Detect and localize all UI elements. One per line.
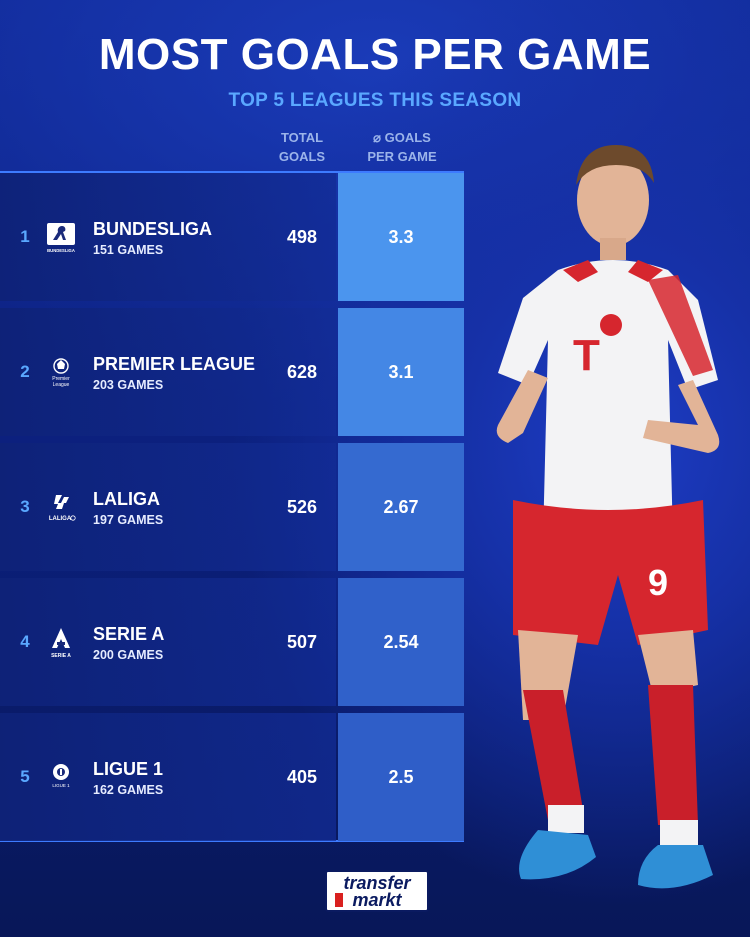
serie-a-logo-icon: SERIE A <box>51 628 71 659</box>
league-games: 200 GAMES <box>93 648 164 662</box>
table-bottom-divider <box>0 840 464 842</box>
table-row: 2 Premier League PREMIER LEAGUE 203 GAME… <box>0 308 464 436</box>
goals-per-game-cell: 2.54 <box>338 578 464 706</box>
league-name: LIGUE 1 <box>93 759 164 779</box>
brand-mark-icon <box>335 893 343 907</box>
page-title: MOST GOALS PER GAME <box>98 30 652 79</box>
goals-per-game-value: 3.3 <box>388 227 414 247</box>
goals-per-game-value: 2.54 <box>383 632 419 652</box>
league-name: LALIGA <box>93 489 160 509</box>
total-goals-value: 507 <box>286 632 318 652</box>
svg-text:9: 9 <box>648 562 668 603</box>
row-rank: 3 <box>20 497 30 516</box>
laliga-logo-icon: LALIGA <box>49 495 76 522</box>
row-rank: 4 <box>20 632 30 651</box>
transfermarkt-logo: transfer markt <box>325 870 429 912</box>
column-header-total-goals-line2: GOALS <box>278 149 326 164</box>
column-header-total-goals-line1: TOTAL <box>280 130 324 145</box>
brand-line1: transfer <box>343 873 411 893</box>
column-header-goals-per-game: ⌀ GOALS PER GAME <box>340 128 464 166</box>
goals-per-game-cell: 2.5 <box>338 713 464 841</box>
table-row: 5 LIGUE 1 LIGUE 1 162 GAMES 405 2.5 <box>0 713 464 841</box>
premier-league-logo-icon: Premier League <box>52 358 70 388</box>
svg-text:BUNDESLIGA: BUNDESLIGA <box>47 248 75 253</box>
league-games: 151 GAMES <box>93 243 164 257</box>
svg-text:T: T <box>573 331 600 380</box>
player-image: T 9 <box>496 145 720 889</box>
svg-text:LALIGA: LALIGA <box>49 516 72 522</box>
table-top-divider <box>0 171 464 173</box>
brand-line2: markt <box>352 890 402 910</box>
goals-per-game-cell: 3.1 <box>338 308 464 436</box>
column-header-avg-line1: ⌀ GOALS <box>373 130 431 145</box>
row-rank: 5 <box>20 767 30 786</box>
goals-per-game-value: 2.67 <box>383 497 419 517</box>
league-games: 197 GAMES <box>93 513 164 527</box>
table-row: 1 BUNDESLIGA BUNDESLIGA 151 GAMES 498 3.… <box>0 173 464 301</box>
total-goals-value: 405 <box>286 767 318 787</box>
goals-per-game-cell: 3.3 <box>338 173 464 301</box>
league-games: 162 GAMES <box>93 783 164 797</box>
total-goals-value: 526 <box>286 497 318 517</box>
svg-text:SERIE A: SERIE A <box>51 653 71 659</box>
table-row: 4 SERIE A SERIE A 200 GAMES 507 2.54 <box>0 578 464 706</box>
column-header-avg-line2: PER GAME <box>367 149 437 164</box>
column-header-total-goals: TOTAL GOALS <box>266 128 338 166</box>
total-goals-value: 628 <box>286 362 318 382</box>
table-row: 3 LALIGA LALIGA 197 GAMES 526 2.67 <box>0 443 464 571</box>
row-background <box>0 443 336 571</box>
goals-per-game-value: 3.1 <box>388 362 414 382</box>
league-name: BUNDESLIGA <box>93 219 213 239</box>
svg-text:Premier: Premier <box>52 376 70 382</box>
bundesliga-logo-icon: BUNDESLIGA <box>47 223 75 253</box>
svg-text:League: League <box>53 382 70 388</box>
goals-per-game-value: 2.5 <box>388 767 414 787</box>
svg-text:LIGUE 1: LIGUE 1 <box>52 783 70 788</box>
ligue-1-logo-icon: LIGUE 1 <box>52 764 70 788</box>
league-name: PREMIER LEAGUE <box>93 354 256 374</box>
total-goals-value: 498 <box>286 227 318 247</box>
row-background <box>0 308 336 436</box>
page-subtitle: TOP 5 LEAGUES THIS SEASON <box>228 90 522 111</box>
league-games: 203 GAMES <box>93 378 164 392</box>
goals-per-game-cell: 2.67 <box>338 443 464 571</box>
league-name: SERIE A <box>93 624 165 644</box>
row-rank: 2 <box>20 362 30 381</box>
row-rank: 1 <box>20 227 30 246</box>
